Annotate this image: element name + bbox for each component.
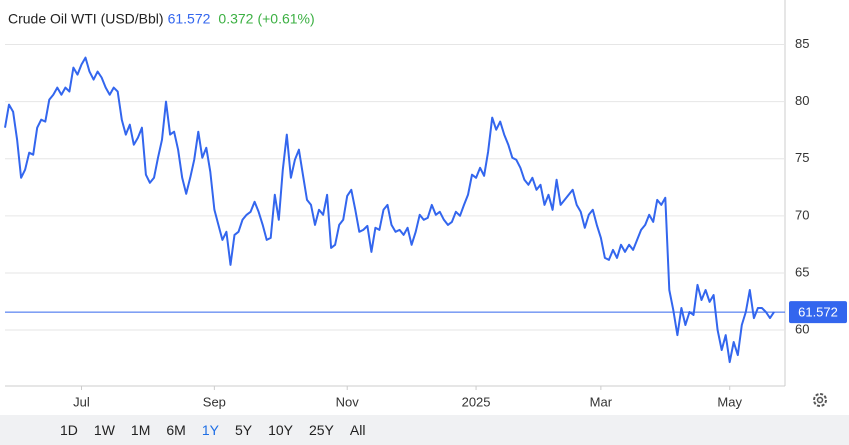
range-button[interactable]: 1Y xyxy=(201,422,219,438)
range-button[interactable]: 1W xyxy=(93,422,115,438)
x-tick-label: Mar xyxy=(590,394,613,409)
y-tick-label: 70 xyxy=(795,207,809,222)
y-tick-label: 80 xyxy=(795,93,809,108)
last-price-badge xyxy=(789,301,847,324)
range-button[interactable]: 10Y xyxy=(268,422,293,438)
x-tick-label: Nov xyxy=(336,394,360,409)
range-button[interactable]: 5Y xyxy=(234,422,253,438)
chart-title: Crude Oil WTI (USD/Bbl) xyxy=(8,11,164,27)
range-button[interactable]: 1D xyxy=(60,422,78,438)
x-tick-label: May xyxy=(717,394,742,409)
header-price: 61.572 xyxy=(168,11,211,27)
x-tick-label: 2025 xyxy=(462,394,491,409)
price-line xyxy=(4,56,775,364)
range-selector: 1D 1W 1M 6M 1Y 5Y 10Y 25Y All xyxy=(0,415,849,445)
x-tick-label: Sep xyxy=(203,394,226,409)
last-price-label: 61.572 xyxy=(798,305,838,320)
y-tick-label: 75 xyxy=(795,150,809,165)
y-tick-label: 60 xyxy=(795,321,809,336)
x-tick-label: Jul xyxy=(73,394,90,409)
header-change-percent: (+0.61%) xyxy=(257,11,314,27)
chart: Crude Oil WTI (USD/Bbl) 61.572 0.372 (+0… xyxy=(4,0,847,409)
header-change: 0.372 xyxy=(218,11,253,27)
range-button[interactable]: 6M xyxy=(166,422,186,438)
y-tick-label: 65 xyxy=(795,264,809,279)
range-button[interactable]: 1M xyxy=(130,422,151,438)
range-button[interactable]: All xyxy=(349,422,366,438)
settings-icon[interactable] xyxy=(813,393,827,407)
y-tick-label: 85 xyxy=(795,36,809,51)
range-button[interactable]: 25Y xyxy=(308,422,334,438)
